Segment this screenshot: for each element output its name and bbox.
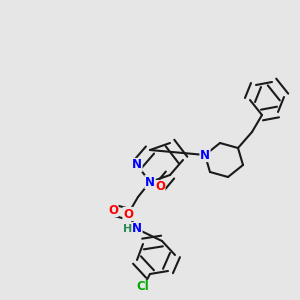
Text: N: N bbox=[200, 148, 210, 161]
Text: H: H bbox=[123, 224, 132, 234]
Text: N: N bbox=[132, 223, 142, 236]
Text: O: O bbox=[108, 203, 118, 217]
Text: N: N bbox=[132, 158, 142, 172]
Text: O: O bbox=[155, 181, 165, 194]
Text: Cl: Cl bbox=[136, 280, 149, 293]
Text: O: O bbox=[123, 208, 133, 220]
Text: N: N bbox=[145, 176, 155, 188]
